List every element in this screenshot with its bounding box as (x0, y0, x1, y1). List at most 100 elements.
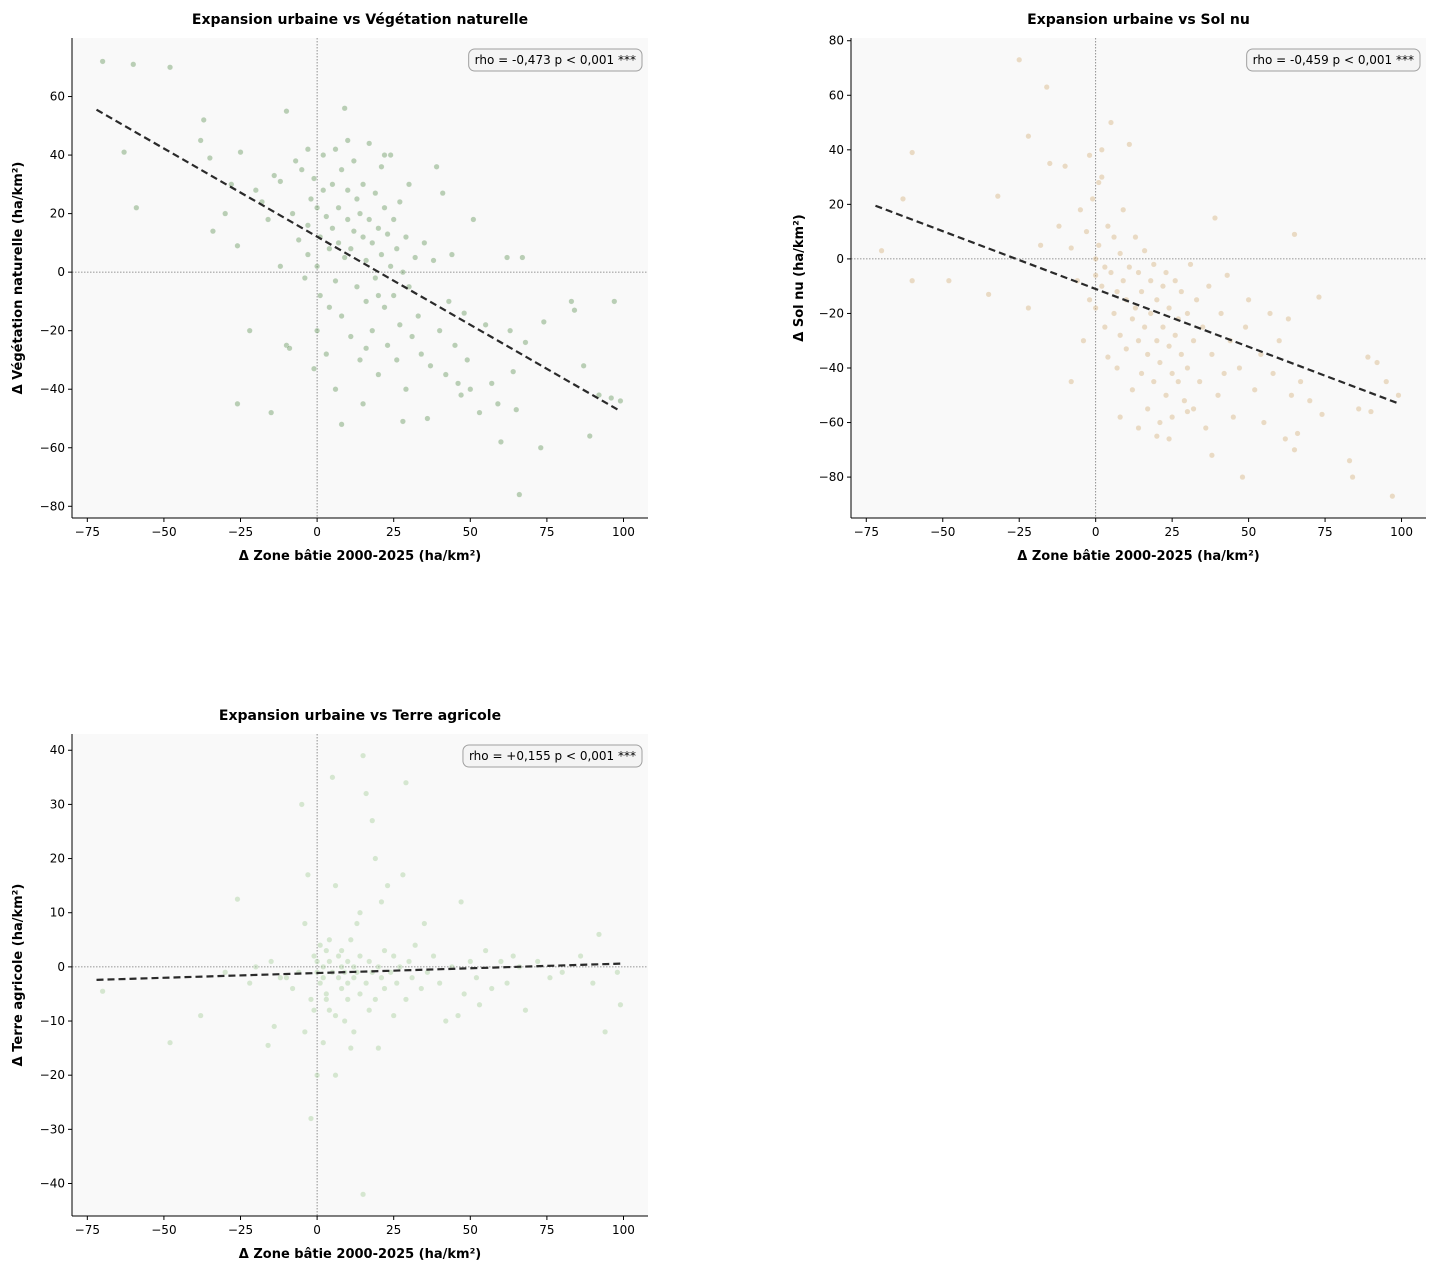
scatter-points (99, 752, 624, 1198)
data-point (338, 421, 345, 428)
data-point (1374, 359, 1381, 366)
scatter-points (878, 56, 1402, 500)
data-point (1117, 250, 1124, 257)
data-point (304, 146, 311, 153)
data-point (1178, 351, 1185, 358)
data-point (317, 292, 324, 299)
data-point (1141, 324, 1148, 331)
data-point (381, 204, 388, 211)
data-point (467, 386, 474, 393)
data-point (1138, 370, 1145, 377)
y-axis-label: Δ Sol nu (ha/km²) (792, 214, 807, 341)
data-point (540, 318, 547, 325)
data-point (304, 251, 311, 258)
chart-2: −75 −50 −25 0 25 50 75 100 −80 −60 −40 −20 0 20 40 60 80… (792, 12, 1426, 564)
x-tick-label: −25 (1007, 525, 1032, 539)
data-point (304, 871, 311, 878)
data-point (513, 406, 520, 413)
data-point (1367, 408, 1374, 415)
data-point (399, 269, 406, 276)
data-point (1181, 397, 1188, 404)
data-point (1120, 277, 1127, 284)
y-tick-label: −80 (819, 470, 844, 484)
data-point (403, 996, 409, 1003)
x-tick-label: −25 (228, 525, 253, 539)
y-tick-label: 40 (50, 148, 65, 162)
data-point (494, 400, 501, 407)
data-point (326, 245, 333, 252)
data-point (167, 1039, 173, 1046)
data-point (1190, 337, 1197, 344)
data-point (497, 438, 504, 445)
data-point (1153, 296, 1160, 303)
data-point (1196, 378, 1203, 385)
data-point (323, 991, 330, 997)
data-point (353, 196, 360, 202)
data-point (347, 333, 354, 340)
data-point (369, 817, 376, 824)
data-point (1230, 414, 1237, 421)
data-point (271, 1023, 278, 1030)
data-point (314, 204, 321, 211)
data-point (384, 231, 391, 238)
data-point (366, 216, 373, 223)
data-point (482, 321, 489, 328)
data-point (360, 752, 367, 759)
data-point (381, 985, 388, 992)
data-point (1156, 359, 1163, 366)
data-point (320, 963, 327, 970)
data-point (387, 263, 394, 270)
data-point (522, 339, 529, 346)
data-point (314, 263, 321, 270)
data-point (338, 313, 345, 319)
data-point (350, 963, 357, 970)
data-point (222, 969, 229, 976)
data-point (1364, 354, 1371, 361)
data-point (1395, 392, 1402, 399)
data-point (360, 1191, 367, 1198)
data-point (430, 953, 437, 959)
annotation-box (468, 48, 643, 72)
plot-area (72, 38, 648, 518)
data-point (1037, 242, 1044, 249)
data-point (504, 980, 511, 987)
data-point (409, 974, 416, 981)
data-point (311, 365, 317, 372)
data-point (617, 1001, 624, 1008)
data-point (323, 947, 330, 954)
data-point (384, 882, 391, 889)
data-point (366, 1007, 373, 1014)
y-tick-label: 60 (50, 90, 65, 104)
data-point (372, 190, 379, 197)
data-point (442, 1018, 449, 1024)
x-axis-label: Δ Zone bâtie 2000-2025 (ha/km²) (1017, 549, 1259, 564)
data-point (577, 953, 584, 959)
data-point (611, 298, 618, 305)
data-point (945, 277, 952, 284)
data-point (568, 298, 575, 305)
x-tick-label: 25 (1165, 525, 1180, 539)
data-point (363, 257, 370, 264)
data-point (547, 974, 553, 981)
data-point (167, 64, 173, 71)
data-point (418, 985, 425, 992)
data-point (580, 362, 587, 369)
data-point (357, 953, 363, 959)
data-point (602, 1028, 609, 1035)
plot-area (72, 734, 648, 1216)
annotation-box (462, 744, 643, 768)
chart-title: Expansion urbaine vs Sol nu (1027, 12, 1250, 28)
y-tick-label: −40 (819, 361, 844, 375)
data-point (375, 963, 382, 970)
data-point (1160, 324, 1166, 331)
data-point (121, 149, 128, 156)
data-point (424, 415, 431, 422)
data-point (298, 166, 305, 173)
data-point (1187, 261, 1194, 268)
data-point (357, 991, 363, 997)
data-point (439, 190, 446, 197)
data-point (341, 1018, 348, 1024)
data-point (1135, 269, 1142, 276)
data-point (301, 275, 308, 281)
data-point (390, 292, 397, 299)
